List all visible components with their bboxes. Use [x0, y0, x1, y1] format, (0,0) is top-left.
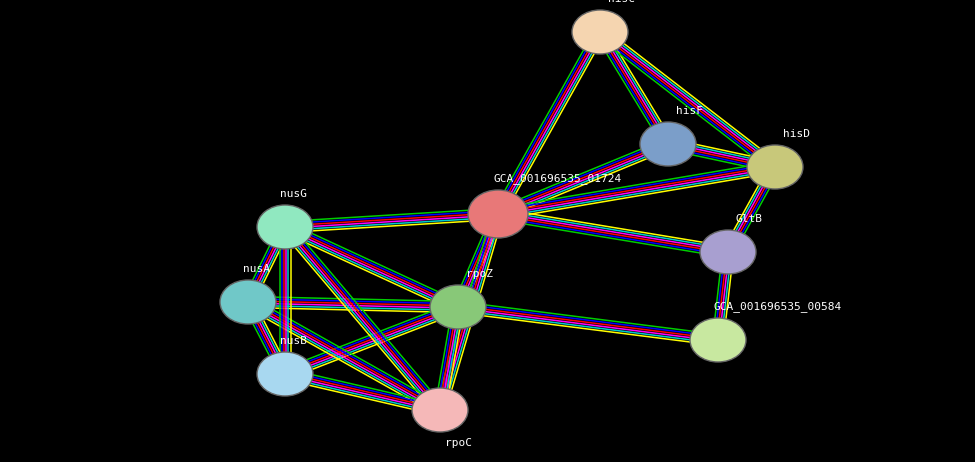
Text: hisC: hisC	[608, 0, 635, 4]
Ellipse shape	[700, 230, 756, 274]
Ellipse shape	[220, 280, 276, 324]
Text: nusG: nusG	[280, 189, 307, 199]
Text: GltB: GltB	[736, 214, 763, 224]
Text: hisF: hisF	[676, 106, 703, 116]
Text: GCA_001696535_01724: GCA_001696535_01724	[493, 173, 621, 184]
Text: rpoZ: rpoZ	[466, 269, 493, 279]
Text: rpoC: rpoC	[445, 438, 472, 448]
Ellipse shape	[747, 145, 803, 189]
Ellipse shape	[430, 285, 486, 329]
Ellipse shape	[690, 318, 746, 362]
Ellipse shape	[572, 10, 628, 54]
Ellipse shape	[257, 205, 313, 249]
Text: GCA_001696535_00584: GCA_001696535_00584	[713, 301, 841, 312]
Text: nusB: nusB	[280, 336, 307, 346]
Text: nusA: nusA	[243, 264, 270, 274]
Ellipse shape	[412, 388, 468, 432]
Text: hisD: hisD	[783, 129, 810, 139]
Ellipse shape	[257, 352, 313, 396]
Ellipse shape	[468, 190, 528, 238]
Ellipse shape	[640, 122, 696, 166]
